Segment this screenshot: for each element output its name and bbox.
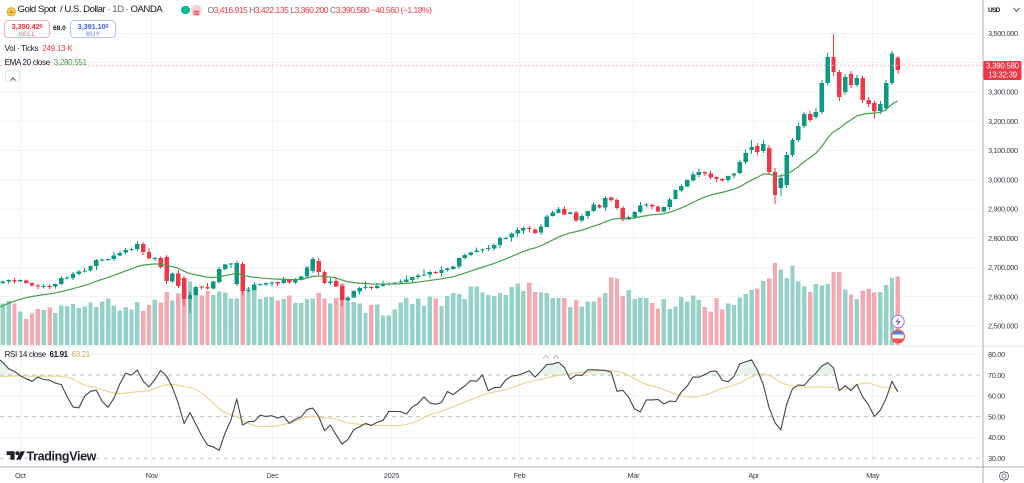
svg-text:May: May xyxy=(866,471,880,480)
svg-text:50.00: 50.00 xyxy=(988,412,1005,421)
svg-text:13:32:39: 13:32:39 xyxy=(988,71,1017,80)
svg-text:2,700.000: 2,700.000 xyxy=(988,263,1018,272)
svg-text:Nov: Nov xyxy=(146,471,159,480)
svg-text:70.00: 70.00 xyxy=(988,371,1005,380)
svg-text:Mar: Mar xyxy=(627,471,640,480)
svg-text:USD: USD xyxy=(988,7,1001,14)
svg-text:Apr: Apr xyxy=(748,471,759,480)
svg-text:2,900.000: 2,900.000 xyxy=(988,205,1018,214)
svg-text:3,000.000: 3,000.000 xyxy=(988,175,1018,184)
svg-text:3,300.000: 3,300.000 xyxy=(988,88,1018,97)
svg-text:2,800.000: 2,800.000 xyxy=(988,234,1018,243)
svg-text:3,200.000: 3,200.000 xyxy=(988,117,1018,126)
svg-text:3,100.000: 3,100.000 xyxy=(988,146,1018,155)
svg-text:2,600.000: 2,600.000 xyxy=(988,292,1018,301)
svg-text:Feb: Feb xyxy=(513,471,525,480)
svg-text:60.00: 60.00 xyxy=(988,392,1005,401)
svg-text:2025: 2025 xyxy=(384,471,399,480)
svg-text:Oct: Oct xyxy=(15,471,26,480)
svg-text:TradingView: TradingView xyxy=(27,450,97,464)
svg-text:Dec: Dec xyxy=(266,471,279,480)
svg-text:2,500.000: 2,500.000 xyxy=(988,322,1018,331)
svg-text:40.00: 40.00 xyxy=(988,433,1005,442)
svg-text:30.00: 30.00 xyxy=(988,454,1005,463)
svg-text:3,390.580: 3,390.580 xyxy=(986,62,1020,71)
svg-text:80.00: 80.00 xyxy=(988,350,1005,359)
svg-text:3,500.000: 3,500.000 xyxy=(988,29,1018,38)
